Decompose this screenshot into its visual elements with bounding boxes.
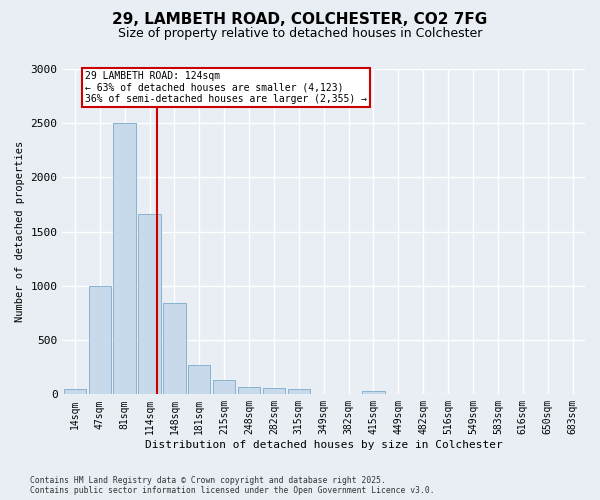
Bar <box>64 389 86 394</box>
Bar <box>213 380 235 394</box>
Bar <box>263 388 285 394</box>
Text: 29, LAMBETH ROAD, COLCHESTER, CO2 7FG: 29, LAMBETH ROAD, COLCHESTER, CO2 7FG <box>112 12 488 28</box>
Bar <box>139 214 161 394</box>
Bar <box>362 391 385 394</box>
Y-axis label: Number of detached properties: Number of detached properties <box>15 141 25 322</box>
Text: Contains HM Land Registry data © Crown copyright and database right 2025.
Contai: Contains HM Land Registry data © Crown c… <box>30 476 434 495</box>
Bar <box>238 388 260 394</box>
Text: Size of property relative to detached houses in Colchester: Size of property relative to detached ho… <box>118 28 482 40</box>
Bar <box>163 303 185 394</box>
Bar <box>287 390 310 394</box>
Bar <box>89 286 111 395</box>
Bar <box>188 365 211 394</box>
Bar <box>113 123 136 394</box>
Text: 29 LAMBETH ROAD: 124sqm
← 63% of detached houses are smaller (4,123)
36% of semi: 29 LAMBETH ROAD: 124sqm ← 63% of detache… <box>85 71 367 104</box>
X-axis label: Distribution of detached houses by size in Colchester: Distribution of detached houses by size … <box>145 440 503 450</box>
